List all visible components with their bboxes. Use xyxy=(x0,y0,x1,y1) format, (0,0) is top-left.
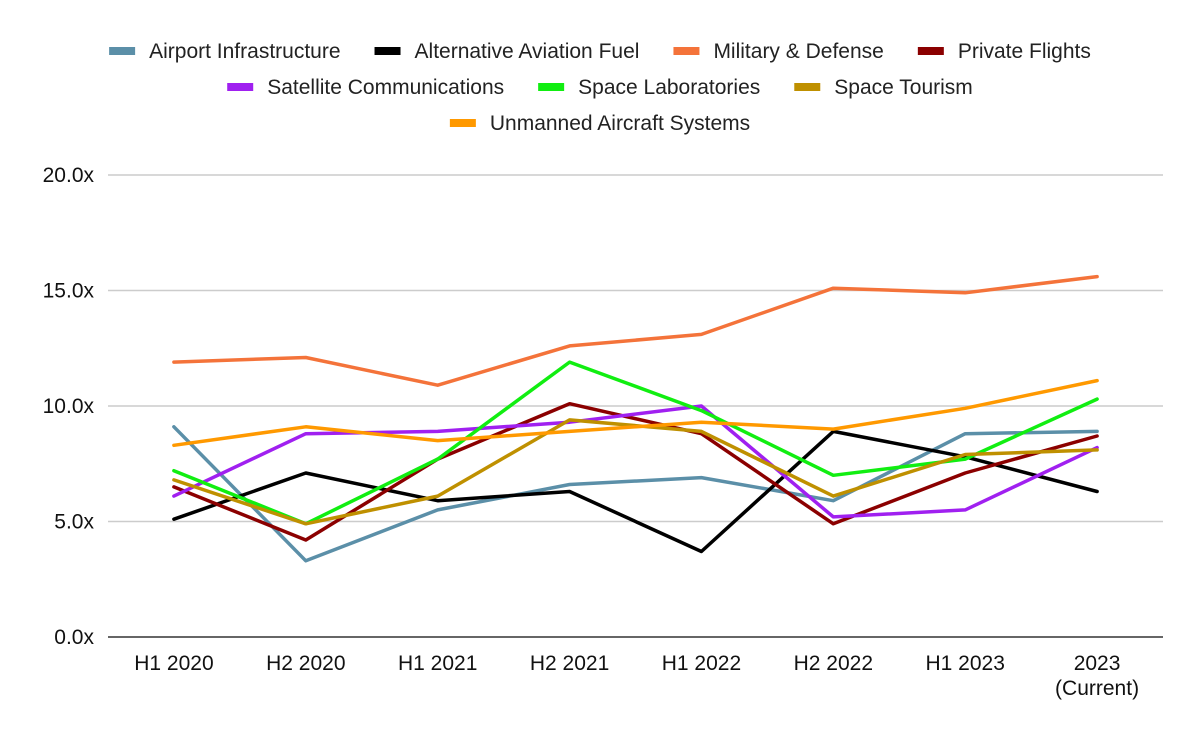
legend-swatch xyxy=(538,83,565,91)
x-tick-label: H2 2020 xyxy=(266,652,345,675)
x-tick-label-line: 2023 xyxy=(1074,652,1121,675)
legend-label: Satellite Communications xyxy=(267,76,504,99)
x-axis: H1 2020 H2 2020 H1 2021 H2 2021 H1 2022 H2 20… xyxy=(134,652,1139,700)
x-tick-label-line: H2 2022 xyxy=(794,652,873,675)
y-tick-label: 0.0x xyxy=(54,626,94,649)
legend-item: Space Tourism xyxy=(794,76,973,99)
legend-label: Alternative Aviation Fuel xyxy=(415,40,640,63)
legend: Airport Infrastructure Alternative Aviati… xyxy=(109,40,1091,135)
series-line-5 xyxy=(172,404,1099,519)
x-tick-label-line: H1 2021 xyxy=(398,652,477,675)
legend-swatch xyxy=(673,47,700,55)
x-tick-label: H1 2023 xyxy=(925,652,1004,675)
series-line-4 xyxy=(172,401,1099,542)
legend-item: Private Flights xyxy=(917,40,1091,63)
x-tick-label: H1 2020 xyxy=(134,652,213,675)
legend-item: Airport Infrastructure xyxy=(109,40,341,63)
legend-label: Private Flights xyxy=(958,40,1091,63)
legend-label: Space Tourism xyxy=(834,76,973,99)
x-tick-label: 2023 (Current) xyxy=(1055,652,1139,700)
x-tick-label-line: H1 2020 xyxy=(134,652,213,675)
y-tick-label: 10.0x xyxy=(43,395,95,418)
y-tick-label: 5.0x xyxy=(54,511,94,534)
x-tick-label-line: (Current) xyxy=(1055,677,1139,700)
legend-swatch xyxy=(794,83,821,91)
legend-swatch xyxy=(109,47,136,55)
legend-item: Space Laboratories xyxy=(538,76,760,99)
legend-label: Space Laboratories xyxy=(578,76,760,99)
legend-item: Military & Defense xyxy=(673,40,884,63)
x-tick-label: H1 2022 xyxy=(662,652,741,675)
legend-label: Unmanned Aircraft Systems xyxy=(490,112,750,135)
legend-label: Military & Defense xyxy=(713,40,883,63)
x-tick-label-line: H1 2022 xyxy=(662,652,741,675)
x-tick-label: H2 2021 xyxy=(530,652,609,675)
x-tick-label: H2 2022 xyxy=(794,652,873,675)
y-tick-label: 20.0x xyxy=(43,164,95,187)
series-line-3 xyxy=(172,274,1099,387)
series-line-1 xyxy=(172,425,1099,563)
legend-swatch xyxy=(227,83,254,91)
y-tick-label: 15.0x xyxy=(43,280,95,303)
legend-item: Unmanned Aircraft Systems xyxy=(449,112,750,135)
x-tick-label: H1 2021 xyxy=(398,652,477,675)
series-group xyxy=(172,274,1099,563)
series-line-8 xyxy=(172,378,1099,448)
x-tick-label-line: H2 2021 xyxy=(530,652,609,675)
legend-item: Satellite Communications xyxy=(227,76,504,99)
legend-swatch xyxy=(374,47,401,55)
grid xyxy=(108,174,1163,638)
legend-swatch xyxy=(449,119,476,127)
y-axis: 0.0x 5.0x 10.0x 15.0x 20.0x xyxy=(43,164,95,649)
x-tick-label-line: H1 2023 xyxy=(925,652,1004,675)
legend-label: Airport Infrastructure xyxy=(149,40,340,63)
legend-swatch xyxy=(917,47,944,55)
x-tick-label-line: H2 2020 xyxy=(266,652,345,675)
series-line-6 xyxy=(172,360,1099,526)
legend-item: Alternative Aviation Fuel xyxy=(374,40,640,63)
series-line-2 xyxy=(172,429,1099,554)
